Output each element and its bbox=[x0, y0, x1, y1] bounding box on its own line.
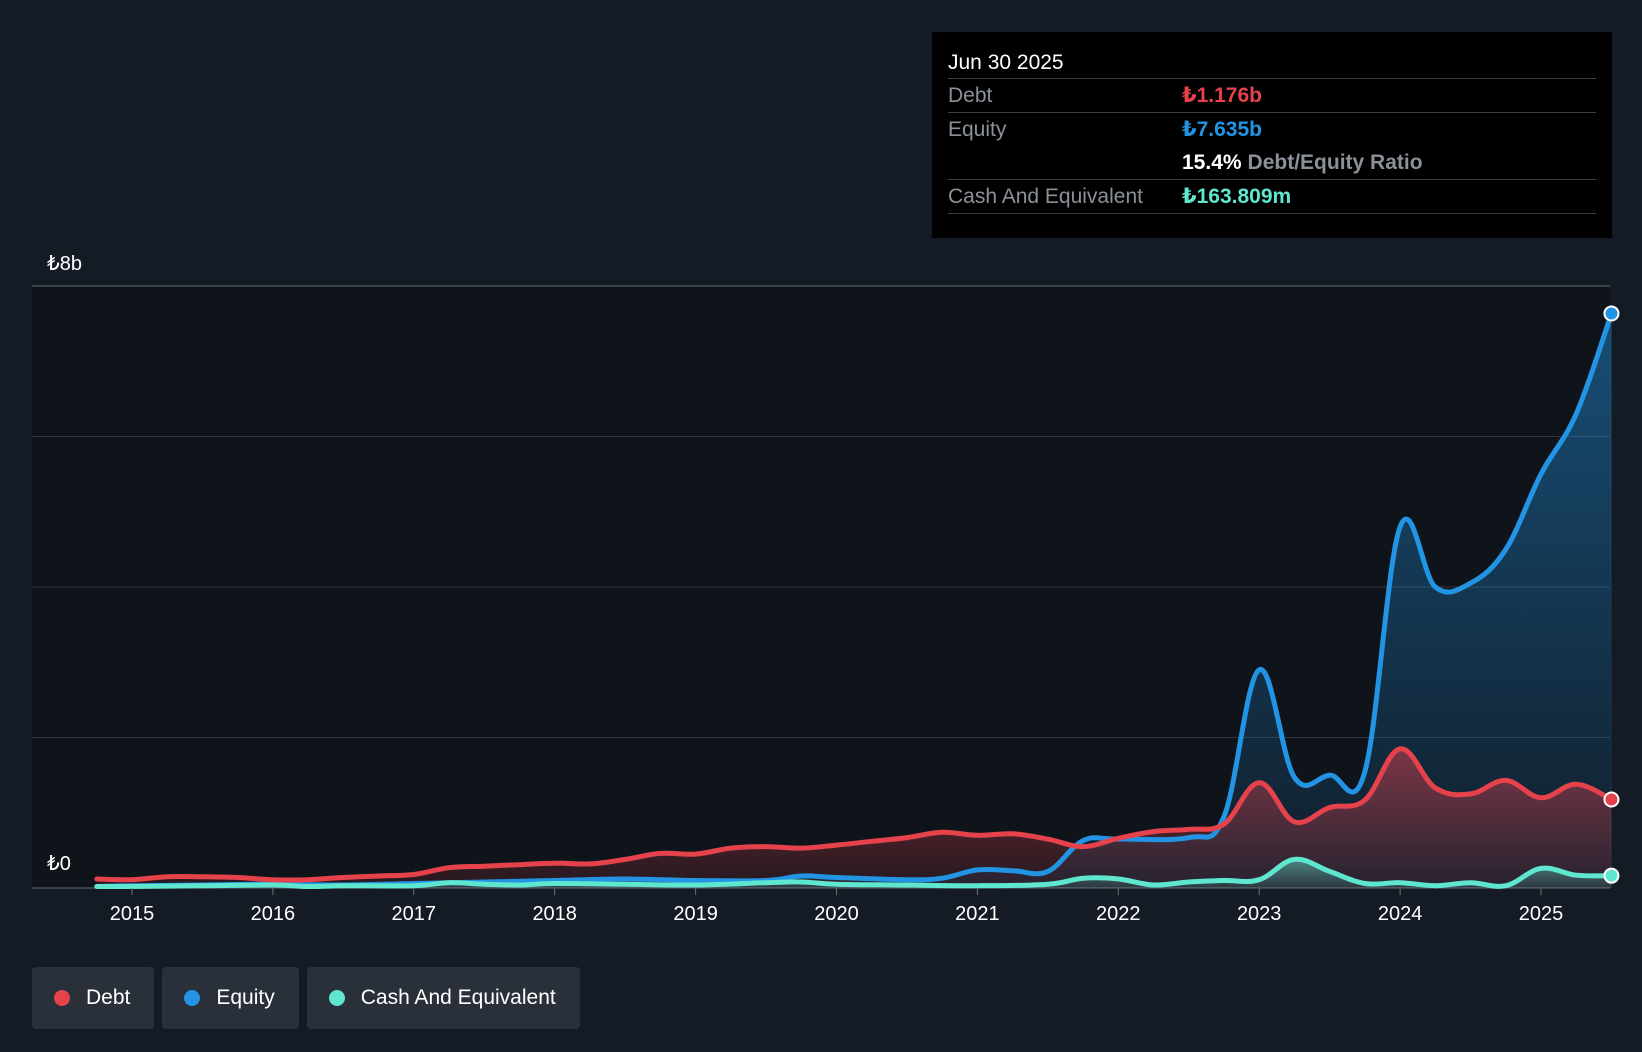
x-tick-label: 2018 bbox=[532, 903, 577, 925]
end-markers bbox=[1603, 305, 1620, 884]
x-tick-label: 2021 bbox=[955, 903, 1000, 925]
x-tick-label: 2020 bbox=[814, 903, 859, 925]
tooltip-debt-row: Debt ₺1.176b bbox=[948, 78, 1596, 112]
debt-line bbox=[94, 746, 1614, 883]
x-tick-label: 2016 bbox=[251, 903, 296, 925]
cash-line bbox=[94, 856, 1614, 890]
debt-end-marker bbox=[1603, 791, 1620, 808]
tooltip-cash-row: Cash And Equivalent ₺163.809m bbox=[948, 179, 1596, 214]
tooltip-ratio-row: 15.4% Debt/Equity Ratio bbox=[948, 146, 1596, 179]
x-tick-label: 2022 bbox=[1096, 903, 1141, 925]
tooltip-ratio-value: 15.4% bbox=[1182, 151, 1242, 174]
tooltip-cash-label: Cash And Equivalent bbox=[948, 185, 1143, 208]
tooltip-date: Jun 30 2025 bbox=[948, 51, 1064, 74]
debt-dot-icon bbox=[54, 990, 70, 1006]
tooltip-equity-value: ₺7.635b bbox=[1182, 118, 1262, 141]
equity-end-marker bbox=[1603, 305, 1620, 322]
x-axis-ticks: 2015 2016 2017 2018 2019 2020 2021 2022 2023 2024… bbox=[110, 888, 1564, 925]
hover-tooltip: Jun 30 2025 Debt ₺1.176b Equity ₺7.635b … bbox=[932, 32, 1612, 238]
debt-area bbox=[96, 748, 1612, 888]
x-tick-label: 2017 bbox=[392, 903, 437, 925]
x-tick-label: 2019 bbox=[673, 903, 718, 925]
cash-dot-icon bbox=[328, 990, 345, 1006]
chart-legend: Debt Equity Cash And Equivalent bbox=[32, 967, 580, 1029]
tooltip-ratio-label: Debt/Equity Ratio bbox=[1247, 151, 1423, 174]
legend-cash-label: Cash And Equivalent bbox=[360, 986, 556, 1009]
y-axis-bottom-label: ₺0 bbox=[47, 853, 71, 875]
legend-item-equity[interactable]: Equity bbox=[162, 967, 299, 1029]
tooltip-debt-value: ₺1.176b bbox=[1182, 84, 1262, 107]
x-tick-label: 2024 bbox=[1378, 903, 1423, 925]
tooltip-cash-value: ₺163.809m bbox=[1182, 185, 1292, 208]
legend-debt-label: Debt bbox=[86, 986, 131, 1009]
legend-item-debt[interactable]: Debt bbox=[32, 967, 155, 1029]
legend-item-cash[interactable]: Cash And Equivalent bbox=[306, 967, 580, 1029]
tooltip-equity-row: Equity ₺7.635b bbox=[948, 112, 1596, 146]
tooltip-debt-label: Debt bbox=[948, 84, 993, 107]
x-tick-label: 2015 bbox=[110, 903, 155, 925]
x-tick-label: 2025 bbox=[1519, 903, 1564, 925]
x-tick-label: 2023 bbox=[1237, 903, 1282, 925]
series-lines bbox=[94, 311, 1614, 890]
y-axis-top-label: ₺8b bbox=[47, 253, 82, 275]
equity-dot-icon bbox=[184, 990, 201, 1006]
tooltip-equity-label: Equity bbox=[948, 118, 1007, 141]
legend-equity-label: Equity bbox=[216, 986, 275, 1009]
cash-end-marker bbox=[1603, 867, 1620, 884]
